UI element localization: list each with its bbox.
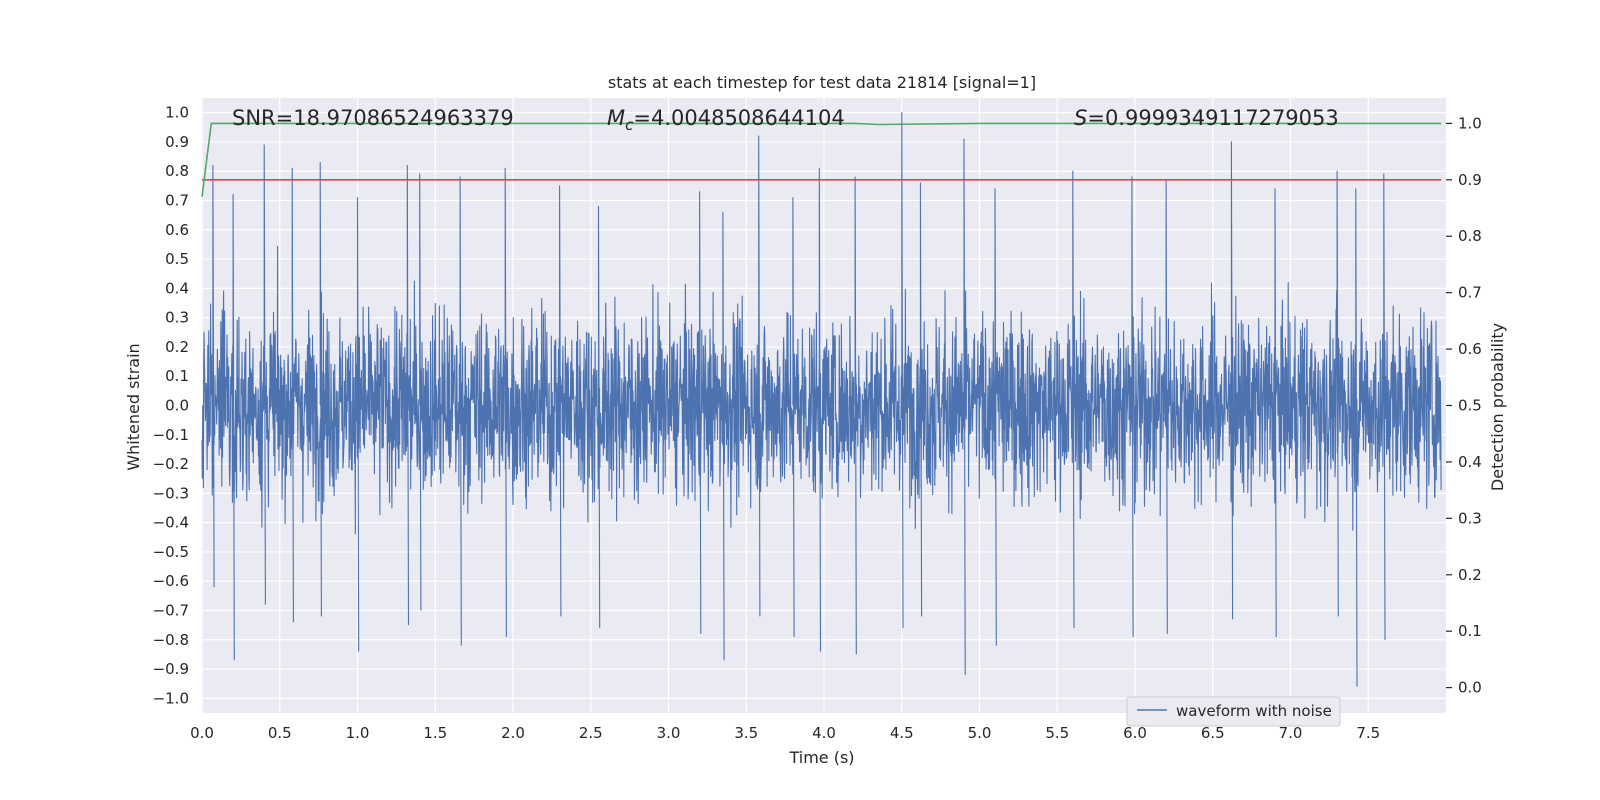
y-right-tick-label: 0.5	[1458, 397, 1482, 415]
s-symbol: S	[1074, 106, 1087, 130]
x-tick-label: 0.0	[190, 724, 214, 742]
snr-annotation: SNR=18.97086524963379	[232, 106, 514, 130]
x-tick-label: 5.0	[968, 724, 992, 742]
legend: waveform with noise	[1126, 696, 1341, 727]
y-left-tick-label: −0.3	[153, 484, 189, 502]
x-tick-label: 2.5	[579, 724, 603, 742]
x-tick-label: 0.5	[268, 724, 292, 742]
chirp-mass-subscript: c	[625, 116, 634, 134]
chirp-mass-value: =4.0048508644104	[633, 106, 844, 130]
y-left-tick-label: −0.6	[153, 572, 189, 590]
x-axis-ticks: 0.0 0.5 1.0 1.5 2.0 2.5 3.0 3.5 4.0 4.5 5.0 5.5 6.0 6…	[190, 724, 1380, 742]
waveform-series	[201, 112, 1442, 687]
x-tick-label: 1.5	[423, 724, 447, 742]
y-left-tick-label: −0.8	[153, 631, 189, 649]
x-axis-label: Time (s)	[788, 748, 854, 767]
y-left-tick-label: −1.0	[153, 689, 189, 707]
y-left-tick-label: 0.2	[165, 338, 189, 356]
y-right-tick-label: 0.7	[1458, 284, 1482, 302]
s-value: =0.9999349117279053	[1087, 106, 1338, 130]
y-left-tick-label: 0.1	[165, 367, 189, 385]
y-right-tick-label: 0.0	[1458, 679, 1482, 697]
y-left-tick-label: 0.0	[165, 397, 189, 415]
y-right-tick-label: 0.1	[1458, 622, 1482, 640]
y-right-tick-label: 0.3	[1458, 509, 1482, 527]
y-left-tick-label: 0.3	[165, 309, 189, 327]
y-left-axis-label: Whitened strain	[124, 343, 143, 470]
y-right-tick-label: 0.6	[1458, 340, 1482, 358]
y-left-tick-label: 0.9	[165, 133, 189, 151]
y-left-tick-label: −0.9	[153, 660, 189, 678]
y-left-tick-label: 1.0	[165, 104, 189, 122]
x-tick-label: 7.0	[1279, 724, 1303, 742]
y-left-tick-label: −0.1	[153, 426, 189, 444]
y-left-tick-label: 0.7	[165, 192, 189, 210]
y-left-tick-label: 0.8	[165, 162, 189, 180]
x-tick-label: 4.0	[812, 724, 836, 742]
chart-title: stats at each timestep for test data 218…	[608, 73, 1036, 92]
y-left-tick-label: 0.6	[165, 221, 189, 239]
x-tick-label: 6.5	[1201, 724, 1225, 742]
y-right-tick-label: 1.0	[1458, 114, 1482, 132]
x-tick-label: 3.0	[657, 724, 681, 742]
x-tick-label: 2.0	[501, 724, 525, 742]
chirp-mass-annotation: Mc=4.0048508644104	[607, 106, 845, 134]
y-right-axis-ticks: 1.0 0.9 0.8 0.7 0.6 0.5 0.4 0.3 0.2 0.1 0.0	[1446, 114, 1482, 697]
y-right-tick-label: 0.2	[1458, 566, 1482, 584]
x-tick-label: 7.5	[1356, 724, 1380, 742]
y-left-tick-label: −0.4	[153, 514, 189, 532]
y-right-tick-label: 0.4	[1458, 453, 1482, 471]
legend-box	[1126, 696, 1341, 727]
y-left-tick-label: 0.4	[165, 279, 189, 297]
detection-probability-line	[201, 122, 1442, 197]
y-right-axis-label: Detection probability	[1488, 323, 1507, 491]
y-left-axis-ticks: 1.0 0.9 0.8 0.7 0.6 0.5 0.4 0.3 0.2 0.1 0.0 −0.1 −0.…	[153, 104, 189, 708]
y-left-tick-label: −0.5	[153, 543, 189, 561]
s-annotation: S=0.9999349117279053	[1074, 106, 1339, 130]
x-tick-label: 3.5	[734, 724, 758, 742]
probability-series	[201, 122, 1442, 197]
x-tick-label: 4.5	[890, 724, 914, 742]
y-right-tick-label: 0.8	[1458, 227, 1482, 245]
y-left-tick-label: −0.7	[153, 602, 189, 620]
y-right-tick-label: 0.9	[1458, 171, 1482, 189]
x-tick-label: 1.0	[346, 724, 370, 742]
y-left-tick-label: −0.2	[153, 455, 189, 473]
x-tick-label: 6.0	[1123, 724, 1147, 742]
y-left-tick-label: 0.5	[165, 250, 189, 268]
chirp-mass-symbol: M	[607, 106, 625, 130]
x-tick-label: 5.5	[1045, 724, 1069, 742]
legend-label: waveform with noise	[1176, 702, 1332, 720]
waveform-line	[201, 112, 1442, 687]
